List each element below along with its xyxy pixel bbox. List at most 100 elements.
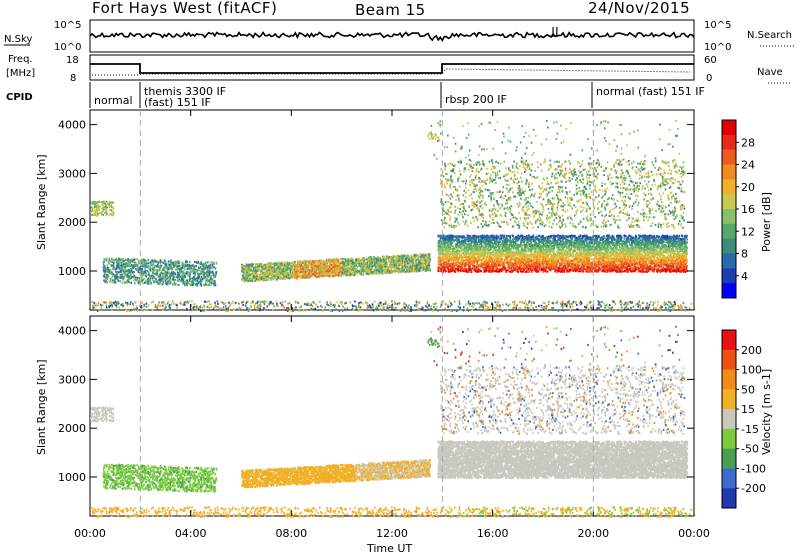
- data-cell: [579, 303, 582, 306]
- data-cell: [530, 301, 533, 304]
- data-cell: [478, 302, 481, 305]
- data-cell: [389, 306, 391, 309]
- data-cell: [247, 277, 250, 280]
- data-cell: [121, 276, 124, 278]
- data-cell: [281, 301, 284, 304]
- data-cell: [293, 276, 296, 279]
- data-cell: [187, 266, 190, 269]
- data-cell: [646, 302, 648, 305]
- data-cell: [255, 270, 257, 273]
- data-cell: [282, 270, 284, 273]
- data-cell: [341, 261, 344, 264]
- data-cell: [119, 261, 121, 264]
- data-cell: [213, 282, 216, 285]
- data-cell: [382, 303, 385, 306]
- data-cell: [168, 264, 170, 266]
- data-cell: [213, 262, 215, 265]
- data-cell: [347, 262, 349, 265]
- data-cell: [239, 307, 242, 310]
- data-cell: [170, 268, 173, 271]
- data-cell: [372, 309, 375, 312]
- data-cell: [108, 204, 110, 207]
- data-cell: [116, 300, 118, 303]
- data-cell: [253, 307, 256, 310]
- data-cell: [191, 277, 194, 280]
- data-cell: [277, 305, 279, 308]
- data-cell: [363, 257, 365, 260]
- data-cell: [177, 279, 180, 282]
- data-cell: [198, 281, 200, 284]
- data-cell: [200, 284, 203, 287]
- data-cell: [252, 266, 255, 269]
- data-cell: [344, 271, 346, 274]
- data-cell: [124, 263, 126, 266]
- data-cell: [397, 271, 399, 274]
- data-cell: [352, 273, 354, 276]
- data-cell: [142, 278, 145, 281]
- data-cell: [289, 277, 291, 280]
- data-cell: [294, 301, 296, 304]
- data-cell: [242, 271, 245, 274]
- data-cell: [149, 268, 152, 271]
- data-cell: [670, 303, 673, 306]
- data-cell: [211, 267, 213, 270]
- data-cell: [398, 302, 400, 305]
- data-cell: [550, 308, 552, 311]
- data-cell: [285, 308, 287, 311]
- data-cell: [101, 204, 103, 207]
- data-cell: [281, 264, 283, 267]
- data-cell: [298, 309, 300, 312]
- data-cell: [103, 200, 106, 203]
- data-cell: [308, 264, 310, 267]
- data-cell: [170, 273, 172, 276]
- data-cell: [673, 301, 676, 303]
- data-cell: [323, 269, 326, 271]
- data-cell: [384, 257, 386, 260]
- data-cell: [305, 275, 307, 278]
- data-cell: [382, 264, 384, 267]
- data-cell: [288, 267, 291, 270]
- data-cell: [267, 262, 269, 265]
- data-cell: [465, 303, 467, 306]
- data-cell: [393, 254, 395, 257]
- data-cell: [147, 262, 150, 265]
- data-cell: [155, 260, 158, 263]
- data-cell: [404, 306, 406, 309]
- data-cell: [306, 274, 309, 277]
- data-cell: [189, 268, 191, 271]
- data-cell: [678, 305, 680, 308]
- data-cell: [138, 278, 141, 281]
- data-cell: [427, 306, 429, 309]
- data-cell: [172, 263, 174, 266]
- data-cell: [312, 262, 314, 265]
- data-cell: [400, 254, 403, 257]
- data-cell: [252, 300, 254, 303]
- data-cell: [374, 300, 376, 303]
- data-cell: [529, 307, 531, 310]
- data-cell: [381, 266, 383, 269]
- data-cell: [310, 263, 313, 266]
- data-cell: [375, 305, 378, 308]
- data-cell: [565, 305, 568, 307]
- data-cell: [373, 258, 375, 261]
- data-cell: [360, 262, 363, 265]
- data-cell: [344, 307, 346, 310]
- data-cell: [261, 300, 264, 303]
- data-cell: [196, 279, 198, 282]
- data-cell: [326, 301, 328, 304]
- data-cell: [333, 304, 336, 307]
- data-cell: [372, 305, 374, 308]
- data-cell: [92, 210, 94, 213]
- data-cell: [210, 284, 212, 287]
- data-cell: [378, 305, 381, 307]
- data-cell: [541, 306, 543, 309]
- data-cell: [318, 263, 320, 266]
- data-cell: [132, 308, 135, 311]
- data-cell: [117, 271, 120, 274]
- data-cell: [191, 300, 193, 303]
- data-cell: [130, 259, 132, 262]
- data-cell: [151, 260, 154, 263]
- nsearch-label: N.Search: [747, 30, 792, 41]
- data-cell: [211, 270, 214, 273]
- data-cell: [376, 269, 379, 272]
